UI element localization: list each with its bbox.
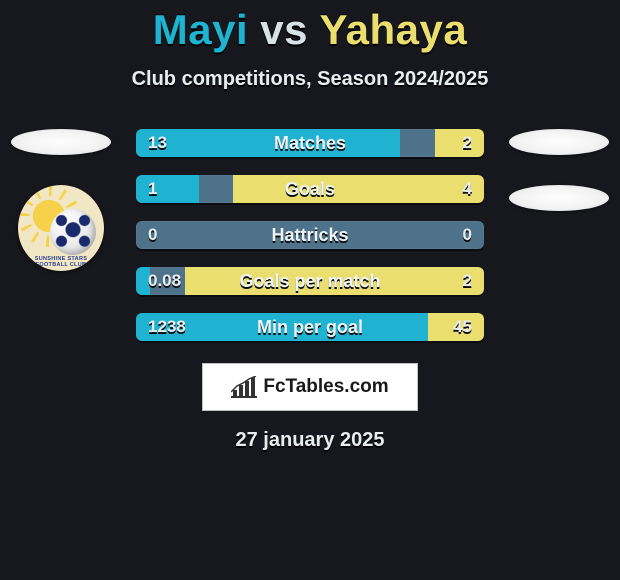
comparison-title: Mayi vs Yahaya <box>0 0 620 54</box>
brand-text: FcTables.com <box>263 376 388 398</box>
player1-name: Mayi <box>153 6 248 53</box>
player1-flag-placeholder <box>11 129 111 155</box>
brand-badge[interactable]: FcTables.com <box>202 363 418 411</box>
stat-value-left: 1238 <box>136 313 198 341</box>
stat-value-left: 13 <box>136 129 179 157</box>
stat-label: Matches <box>136 129 484 157</box>
left-side-column: SUNSHINE STARS FOOTBALL CLUB <box>6 129 116 271</box>
report-date: 27 january 2025 <box>0 429 620 452</box>
stat-row: Matches13 2 <box>136 129 484 157</box>
stat-row: Min per goal123845 <box>136 313 484 341</box>
stat-value-left: 0.08 <box>136 267 193 295</box>
stat-value-right: 4 <box>451 175 484 203</box>
bars-chart-icon <box>231 376 257 398</box>
stat-row: Goals1 4 <box>136 175 484 203</box>
club-badge-text: SUNSHINE STARS FOOTBALL CLUB <box>18 256 104 268</box>
stat-row: Hattricks0 0 <box>136 221 484 249</box>
stat-label: Hattricks <box>136 221 484 249</box>
football-icon <box>50 209 96 255</box>
stat-value-right: 2 <box>451 267 484 295</box>
content-area: SUNSHINE STARS FOOTBALL CLUB Matches13 2 G… <box>0 129 620 341</box>
subtitle: Club competitions, Season 2024/2025 <box>0 68 620 91</box>
stat-label: Goals <box>136 175 484 203</box>
stat-row: Goals per match0.082 <box>136 267 484 295</box>
player1-club-badge: SUNSHINE STARS FOOTBALL CLUB <box>18 185 104 271</box>
stat-value-left: 0 <box>136 221 169 249</box>
right-side-column <box>504 129 614 211</box>
stat-value-right: 0 <box>451 221 484 249</box>
stat-value-right: 45 <box>441 313 484 341</box>
stat-value-left: 1 <box>136 175 169 203</box>
vs-separator: vs <box>260 6 308 53</box>
player2-name: Yahaya <box>319 6 467 53</box>
player2-flag-placeholder <box>509 129 609 155</box>
stat-bars-container: Matches132Goals14Hattricks00Goals per ma… <box>136 129 484 341</box>
stat-value-right: 2 <box>451 129 484 157</box>
player2-club-placeholder <box>509 185 609 211</box>
